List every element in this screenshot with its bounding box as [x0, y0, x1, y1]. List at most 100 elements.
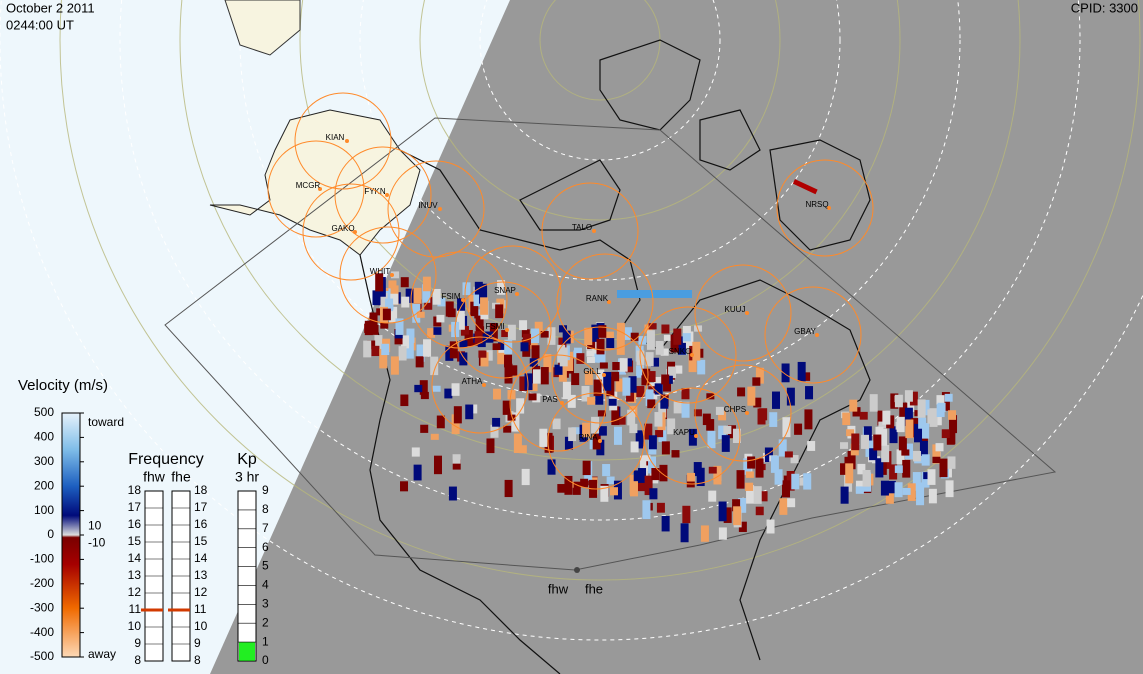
velocity-cell [504, 339, 513, 354]
frequency-tick-label: 18 [128, 483, 142, 497]
velocity-cell [502, 400, 511, 415]
velocity-cell [603, 371, 612, 391]
station-range [764, 286, 862, 384]
velocity-cell [557, 484, 566, 493]
velocity-cell [598, 325, 607, 338]
station-label: TALO [572, 223, 592, 232]
velocity-cell [497, 346, 506, 365]
velocity-cell [437, 297, 446, 307]
velocity-cell [641, 375, 650, 386]
velocity-cell [913, 450, 922, 462]
velocity-cell [907, 483, 916, 501]
velocity-cell [746, 485, 755, 504]
velocity-cell [646, 330, 655, 350]
velocity-cell [630, 332, 639, 341]
velocity-cell [770, 455, 779, 473]
velocity-cell [840, 463, 849, 475]
velocity-cell [371, 345, 380, 357]
velocity-cell [619, 358, 628, 372]
velocity-cell [385, 298, 394, 312]
velocity-cell [504, 354, 513, 368]
velocity-cell [862, 469, 871, 487]
velocity-cell [564, 475, 573, 495]
velocity-cell [674, 365, 683, 374]
velocity-cell [611, 371, 620, 382]
frequency-tick-label: 16 [128, 517, 142, 531]
velocity-cell [430, 433, 439, 440]
velocity-tick-label: -400 [30, 625, 54, 639]
velocity-cell [629, 423, 638, 434]
velocity-cell [401, 296, 410, 308]
velocity-cell [656, 502, 665, 513]
velocity-cell [415, 356, 424, 368]
velocity-cell [654, 378, 663, 395]
velocity-cell [681, 388, 690, 400]
velocity-cell [611, 406, 620, 426]
velocity-cell [617, 290, 692, 298]
velocity-cell [414, 384, 423, 393]
velocity-cell [647, 399, 656, 409]
velocity-cell [647, 371, 656, 383]
velocity-cell [680, 523, 689, 543]
toward-label: toward [88, 415, 124, 429]
velocity-cell [401, 335, 410, 349]
velocity-cell [405, 339, 414, 359]
velocity-cell [420, 391, 429, 400]
kp-tick-label: 1 [262, 634, 269, 648]
velocity-cell [489, 323, 498, 342]
velocity-cell [411, 447, 420, 457]
station-range [639, 306, 737, 404]
station-range [551, 326, 649, 424]
velocity-cell [852, 407, 861, 417]
velocity-cell [842, 412, 851, 426]
velocity-cell [661, 441, 670, 455]
velocity-cell [544, 432, 553, 453]
station-label: KUUJ [725, 305, 746, 314]
frequency-tick-label: 11 [129, 602, 142, 616]
velocity-cell [732, 428, 741, 444]
velocity-cell [591, 416, 600, 434]
velocity-cell [602, 464, 611, 477]
velocity-cell [786, 470, 795, 491]
velocity-cell [723, 425, 732, 434]
velocity-cell [905, 419, 914, 439]
velocity-cell [661, 324, 670, 334]
velocity-cell [727, 425, 736, 439]
velocity-cell [902, 459, 911, 478]
velocity-cell [875, 426, 884, 441]
velocity-cell [936, 395, 945, 405]
velocity-cell [445, 301, 454, 317]
velocity-cell [655, 430, 664, 438]
velocity-cell [787, 498, 796, 508]
frequency-tick-label: 8 [194, 653, 201, 667]
time: 0244:00 UT [6, 17, 74, 32]
velocity-cell [596, 369, 605, 387]
velocity-cell [453, 406, 462, 424]
velocity-cell [873, 434, 882, 451]
frequency-tick-label: 15 [128, 534, 142, 548]
velocity-cell [890, 400, 899, 407]
velocity-cell [759, 491, 768, 502]
radar-site-label: fhw [548, 581, 569, 596]
velocity-cell [436, 314, 445, 323]
velocity-cell [914, 423, 923, 443]
velocity-cell [896, 417, 905, 433]
velocity-cell [766, 519, 775, 534]
velocity-cell [451, 383, 460, 396]
station-dot [745, 411, 749, 415]
frequency-tick-label: 17 [194, 500, 208, 514]
velocity-colorbar [61, 412, 81, 658]
velocity-cell [433, 455, 442, 475]
station-label: GAKO [331, 224, 354, 233]
velocity-cell [745, 471, 754, 478]
velocity-cell [901, 449, 910, 456]
station-range [302, 183, 400, 281]
velocity-cell [518, 445, 527, 454]
stations: KIAN MCGR FYKN INUV GAKO WHIT FSIM SNAP RANK FSMI… [267, 92, 874, 596]
station-range [541, 182, 639, 280]
frequency-tick-label: 9 [194, 636, 201, 650]
velocity-cell [700, 525, 709, 542]
station-dot [607, 300, 611, 304]
station-dot [560, 401, 564, 405]
velocity-cell [462, 282, 471, 296]
